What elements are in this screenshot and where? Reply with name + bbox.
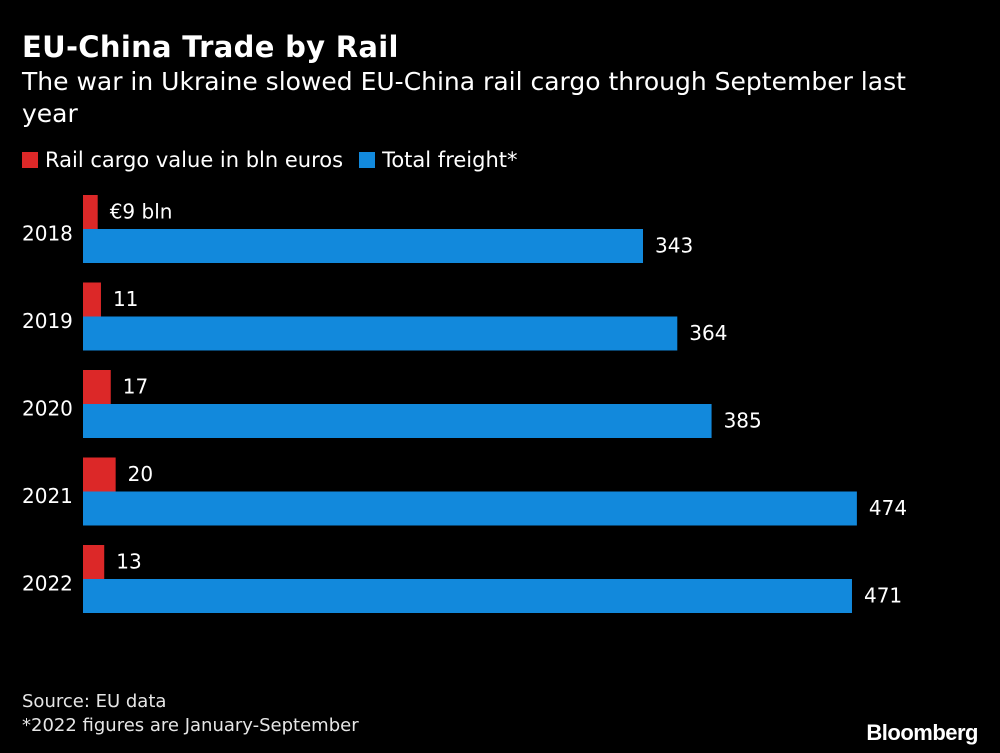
data-label-total-freight-2021: 474 <box>869 496 907 520</box>
legend-item-total-freight: Total freight* <box>359 148 518 172</box>
data-label-rail-cargo-2020: 17 <box>123 375 148 399</box>
data-label-rail-cargo-2022: 13 <box>116 550 141 574</box>
data-label-rail-cargo-2018: €9 bln <box>110 200 173 224</box>
bar-total-freight-2019 <box>83 316 678 351</box>
data-label-total-freight-2018: 343 <box>655 234 693 258</box>
legend-item-rail-cargo: Rail cargo value in bln euros <box>22 148 343 172</box>
legend-swatch-rail-cargo <box>22 152 38 168</box>
bar-rail-cargo-2019 <box>83 282 101 317</box>
data-label-rail-cargo-2021: 20 <box>128 462 153 486</box>
bloomberg-logo: Bloomberg <box>866 720 978 745</box>
data-label-total-freight-2019: 364 <box>689 321 727 345</box>
chart-subtitle: The war in Ukraine slowed EU-China rail … <box>22 67 906 128</box>
category-label-2020: 2020 <box>22 397 73 421</box>
bar-chart: 2018 €9 bln 343 2019 11 364 2020 17 385 2021 20 474… <box>22 195 907 613</box>
bar-total-freight-2020 <box>83 404 712 438</box>
legend-swatch-total-freight <box>359 152 376 168</box>
category-label-2019: 2019 <box>22 309 73 333</box>
category-label-2021: 2021 <box>22 484 73 508</box>
bar-rail-cargo-2021 <box>83 457 116 492</box>
bar-total-freight-2021 <box>83 491 857 526</box>
category-label-2018: 2018 <box>22 222 73 246</box>
footer-notes: Source: EU data *2022 figures are Januar… <box>22 690 359 738</box>
bar-total-freight-2018 <box>83 229 643 263</box>
legend-label-rail-cargo: Rail cargo value in bln euros <box>45 148 344 172</box>
legend: Rail cargo value in bln euros Total frei… <box>22 148 534 172</box>
legend-label-total-freight: Total freight* <box>382 148 518 172</box>
bar-total-freight-2022 <box>83 579 852 613</box>
data-label-total-freight-2022: 471 <box>864 584 902 608</box>
bar-rail-cargo-2022 <box>83 545 105 579</box>
chart-title: EU-China Trade by Rail <box>22 30 399 64</box>
bar-rail-cargo-2020 <box>83 370 111 404</box>
source-note: Source: EU data <box>22 691 167 712</box>
data-label-rail-cargo-2019: 11 <box>113 287 138 311</box>
category-label-2022: 2022 <box>22 572 73 596</box>
data-label-total-freight-2020: 385 <box>724 409 762 433</box>
bar-rail-cargo-2018 <box>83 195 98 229</box>
footnote: *2022 figures are January-September <box>22 715 359 736</box>
